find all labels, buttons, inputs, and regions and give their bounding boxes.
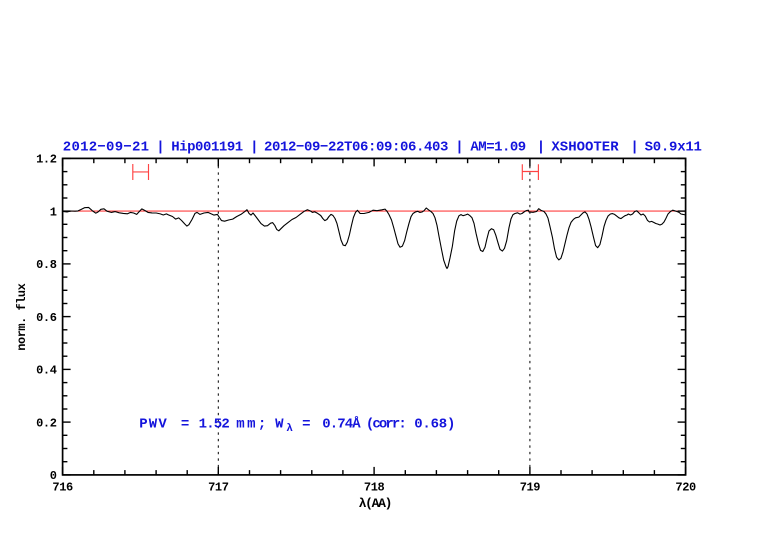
svg-text:0.4: 0.4	[36, 364, 57, 378]
svg-text:717: 717	[208, 481, 229, 495]
svg-text:norm. flux: norm. flux	[15, 283, 29, 350]
svg-text:λ(AA): λ(AA)	[359, 496, 392, 511]
svg-text:2012−09−21|Hip001191|2012−09−2: 2012−09−21 | Hip001191 | 2012−09−22T06:09:06…	[63, 140, 702, 156]
svg-text:716: 716	[52, 481, 73, 495]
svg-text:0.8: 0.8	[36, 258, 57, 272]
svg-text:1: 1	[50, 205, 57, 219]
svg-text:720: 720	[675, 481, 696, 495]
svg-text:0.6: 0.6	[36, 311, 57, 325]
svg-text:719: 719	[520, 481, 541, 495]
svg-text:0.2: 0.2	[36, 416, 57, 430]
svg-text:0: 0	[50, 469, 57, 483]
svg-text:1.2: 1.2	[36, 153, 57, 167]
svg-text:718: 718	[364, 481, 385, 495]
